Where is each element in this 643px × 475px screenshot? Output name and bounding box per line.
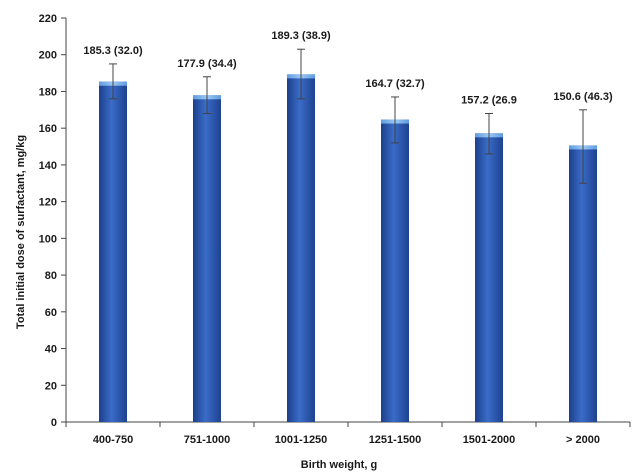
data-label: 185.3 (32.0) (83, 45, 143, 57)
data-label: 164.7 (32.7) (365, 78, 425, 90)
y-tick-label: 100 (39, 233, 57, 245)
x-axis-title: Birth weight, g (301, 459, 377, 471)
x-tick-label: 1251-1500 (369, 434, 422, 446)
y-tick-label: 0 (51, 417, 57, 429)
y-tick-label: 20 (45, 380, 57, 392)
bar (381, 119, 409, 423)
data-label: 157.2 (26.9 (461, 94, 517, 106)
x-tick-label: 1501-2000 (463, 434, 516, 446)
x-tick-label: > 2000 (566, 434, 600, 446)
y-tick-label: 140 (39, 160, 57, 172)
y-tick-group: 0 20 40 60 80 100 120 140 160 180 200 220 (39, 13, 66, 429)
x-tick-label: 400-750 (93, 434, 133, 446)
x-tick-group: 400-750 751-1000 1001-1250 1251-1500 1501-20… (65, 422, 631, 446)
bar (569, 145, 597, 422)
y-axis-title: Total initial dose of surfactant, mg/kg (15, 135, 27, 329)
x-tick-label: 1001-1250 (275, 434, 328, 446)
bar (193, 95, 221, 422)
y-tick-label: 60 (45, 307, 57, 319)
y-tick-label: 40 (45, 344, 57, 356)
bar-series (99, 48, 597, 423)
data-label: 189.3 (38.9) (271, 30, 331, 42)
bar (99, 81, 127, 423)
y-tick-label: 180 (39, 86, 57, 98)
y-tick-label: 220 (39, 13, 57, 25)
x-tick-label: 751-1000 (184, 434, 231, 446)
data-label: 177.9 (34.4) (177, 58, 237, 70)
y-tick-label: 200 (39, 50, 57, 62)
y-tick-label: 120 (39, 197, 57, 209)
data-label: 150.6 (46.3) (553, 91, 613, 103)
y-tick-label: 80 (45, 270, 57, 282)
data-label-group: 185.3 (32.0) 177.9 (34.4) 189.3 (38.9) 164.… (83, 30, 613, 106)
bar (287, 74, 315, 422)
bar (475, 133, 503, 422)
y-tick-label: 160 (39, 123, 57, 135)
